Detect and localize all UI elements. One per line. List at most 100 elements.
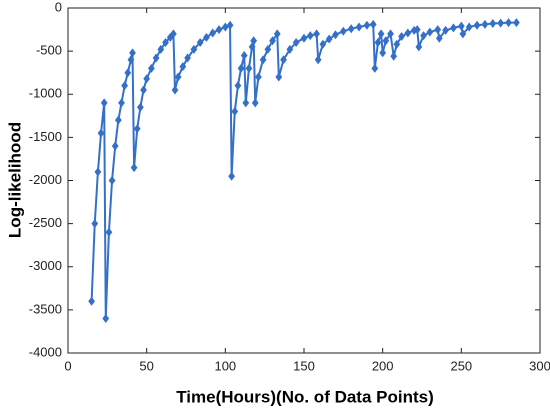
- data-marker: [489, 19, 497, 29]
- data-marker: [363, 20, 371, 30]
- plot-frame: [67, 7, 541, 354]
- x-tick-label: 50: [139, 358, 153, 373]
- data-marker: [435, 33, 443, 43]
- data-marker: [269, 36, 276, 46]
- data-marker: [242, 98, 250, 108]
- y-axis-label: Log-likelihood: [5, 122, 24, 238]
- data-marker: [102, 314, 110, 323]
- data-marker: [254, 72, 262, 82]
- data-line: [90, 21, 517, 319]
- data-marker: [111, 141, 119, 151]
- data-marker: [250, 36, 258, 46]
- data-marker: [190, 44, 198, 54]
- data-marker: [374, 38, 382, 47]
- data-marker: [118, 98, 125, 108]
- data-marker: [127, 55, 135, 65]
- data-marker: [292, 38, 300, 47]
- data-marker: [91, 219, 99, 229]
- data-marker: [264, 44, 272, 54]
- data-marker: [130, 163, 138, 173]
- data-marker: [465, 22, 473, 32]
- x-tick-label: 100: [214, 358, 236, 373]
- data-marker: [170, 29, 177, 39]
- data-marker: [143, 74, 151, 84]
- data-marker: [497, 18, 505, 28]
- data-marker: [162, 38, 169, 47]
- data-marker: [426, 27, 434, 37]
- data-marker: [240, 50, 248, 60]
- y-tick-label: -2000: [29, 172, 62, 187]
- data-marker: [259, 55, 267, 65]
- data-marker: [442, 25, 449, 35]
- y-tick-label: -3500: [29, 301, 62, 316]
- data-marker: [100, 98, 108, 108]
- data-marker: [505, 18, 512, 28]
- y-tick-label: -2500: [29, 215, 62, 230]
- data-marker: [387, 29, 394, 39]
- data-marker: [473, 20, 481, 30]
- x-tick-label: 200: [372, 358, 394, 373]
- data-marker: [313, 29, 320, 39]
- data-marker: [420, 31, 427, 41]
- y-tick-label: -500: [36, 43, 62, 58]
- data-marker: [157, 44, 165, 54]
- data-marker: [108, 176, 116, 185]
- y-tick-label: 0: [55, 0, 62, 14]
- data-marker: [203, 32, 210, 42]
- data-marker: [196, 38, 204, 47]
- data-marker: [121, 81, 129, 91]
- data-marker: [300, 33, 308, 43]
- data-marker: [209, 28, 217, 38]
- x-tick-label: 0: [64, 358, 71, 373]
- data-marker: [245, 63, 253, 73]
- data-marker: [314, 55, 322, 65]
- data-marker: [286, 44, 294, 54]
- data-marker: [457, 21, 465, 31]
- data-marker: [459, 29, 467, 39]
- x-tick-label: 300: [529, 358, 550, 373]
- data-marker: [415, 42, 423, 52]
- data-marker: [306, 31, 314, 41]
- data-marker: [97, 128, 105, 138]
- data-marker: [450, 23, 457, 33]
- data-marker: [369, 19, 377, 29]
- data-marker: [404, 28, 412, 38]
- data-marker: [140, 85, 147, 95]
- data-marker: [152, 53, 160, 63]
- data-marker: [174, 72, 182, 82]
- data-marker: [390, 51, 398, 61]
- data-marker: [184, 53, 191, 63]
- data-marker: [226, 20, 234, 30]
- data-marker: [325, 34, 333, 44]
- data-marker: [347, 24, 355, 34]
- y-tick-label: -4000: [29, 344, 62, 359]
- data-marker: [88, 296, 95, 306]
- data-marker: [234, 81, 242, 91]
- x-tick-label: 250: [450, 358, 472, 373]
- y-tick-label: -1000: [29, 86, 62, 101]
- data-marker: [124, 68, 132, 78]
- x-axis-label: Time(Hours)(No. of Data Points): [176, 387, 434, 406]
- data-marker: [133, 124, 141, 134]
- x-tick-label: 150: [293, 358, 315, 373]
- data-marker: [379, 48, 387, 58]
- data-marker: [237, 63, 245, 73]
- data-marker: [413, 25, 421, 35]
- data-marker: [273, 29, 281, 39]
- data-marker: [319, 39, 327, 49]
- data-marker: [129, 48, 136, 58]
- data-marker: [215, 25, 223, 35]
- data-marker: [171, 85, 179, 95]
- data-marker: [179, 62, 187, 72]
- data-marker: [513, 18, 520, 28]
- data-marker: [481, 19, 489, 29]
- data-marker: [434, 25, 442, 35]
- data-marker: [393, 39, 401, 49]
- y-tick-label: -3000: [29, 258, 62, 273]
- y-tick-label: -1500: [29, 129, 62, 144]
- data-marker: [339, 26, 347, 36]
- data-marker: [355, 22, 363, 32]
- data-marker: [251, 98, 259, 108]
- data-marker: [148, 63, 155, 73]
